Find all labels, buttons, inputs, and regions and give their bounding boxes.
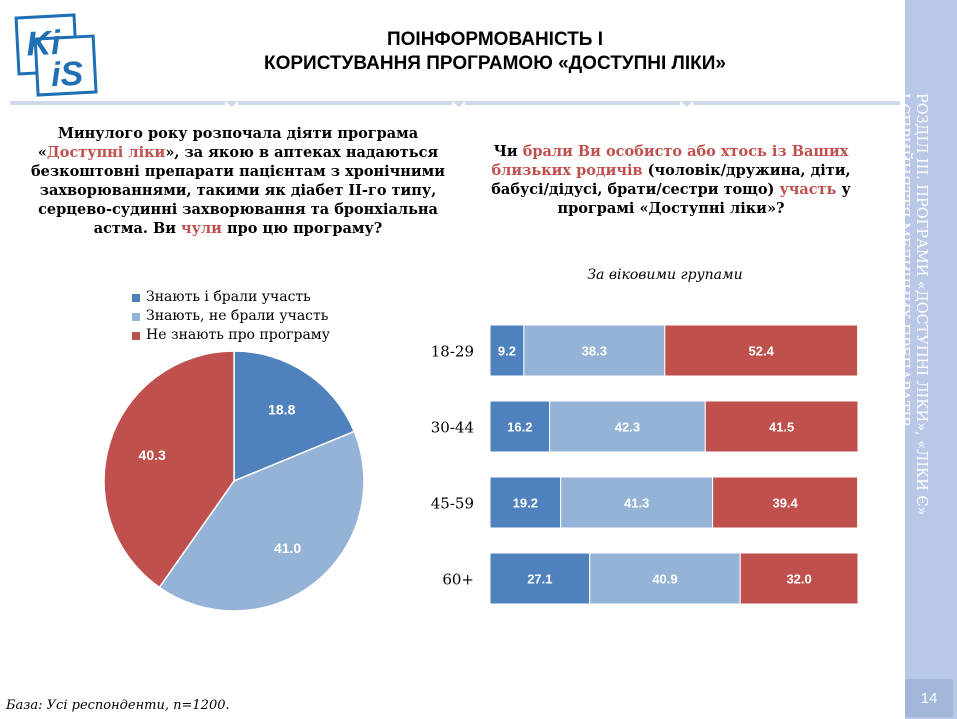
question-left-part3: », за якою в аптеках надаються безкоштов…	[31, 144, 445, 237]
page-number: 14	[905, 679, 953, 717]
bar-segment-label: 27.1	[527, 572, 552, 587]
bar-segment-label: 39.4	[772, 496, 798, 511]
bar-segment	[712, 476, 859, 529]
sidebar-title-line2: І СПРИЙНЯТТЯ МЕДИЧНИХ ПРЕПАРАТІВ	[895, 93, 911, 427]
bar-segment-label: 42.3	[615, 420, 640, 435]
pie-slice-label: 40.3	[139, 447, 166, 463]
bar-segment	[560, 476, 714, 529]
bar-segment	[489, 552, 591, 605]
pie-slice	[158, 430, 365, 612]
bar-segment-label: 40.9	[652, 572, 677, 587]
bar-segment	[664, 324, 859, 377]
legend-swatch-light-blue	[132, 312, 140, 321]
bar-segment-label: 32.0	[786, 572, 811, 587]
page-title: ПОІНФОРМОВАНІСТЬ І КОРИСТУВАННЯ ПРОГРАМО…	[140, 28, 850, 76]
question-right: Чи брали Ви особисто або хтось із Ваших …	[466, 142, 876, 218]
page-title-line1: ПОІНФОРМОВАНІСТЬ І	[386, 29, 604, 50]
legend-label-participated: Знають і брали участь	[146, 289, 311, 305]
charts-canvas: 18.8 41.0 40.3 18-29 9.2 38.3 52.4 30-44 16.2 42.…	[103, 324, 859, 612]
header-divider	[10, 101, 900, 107]
legend-label-unaware: Не знають про програму	[146, 327, 330, 343]
pie-slice-label: 18.8	[268, 402, 295, 418]
bar-segment	[739, 552, 859, 605]
legend-swatch-red	[132, 331, 140, 340]
bar-segment	[489, 400, 551, 453]
legend-label-not-participated: Знають, не брали участь	[146, 308, 329, 324]
bar-segment-label: 16.2	[507, 420, 532, 435]
question-right-part5: у програмі «Доступні ліки»?	[557, 181, 851, 217]
legend-item-not-participated: Знають, не брали участь	[132, 307, 330, 326]
bar-segment-label: 9.2	[498, 344, 516, 359]
pie-slice	[233, 350, 356, 483]
pie-slice-label: 41.0	[274, 540, 301, 556]
question-left-part5: про цю програму?	[221, 220, 383, 237]
legend-item-unaware: Не знають про програму	[132, 326, 330, 345]
question-right-part3: (чоловік/дружина, діти, бабусі/дідусі, б…	[491, 162, 851, 198]
bar-segment-label: 41.3	[624, 496, 649, 511]
bar-category-label: 45-59	[431, 495, 474, 513]
bar-segment	[489, 324, 525, 377]
legend-swatch-dark-blue	[132, 293, 140, 302]
bar-segment-label: 38.3	[582, 344, 607, 359]
question-right-highlight-who: брали Ви особисто або хтось із Ваших бли…	[491, 143, 849, 179]
bar-segment	[523, 324, 666, 377]
sidebar-title-line1: РОЗДІЛ ІІІ. ПРОГРАМИ «ДОСТУПНІ ЛІКИ», «Л…	[913, 93, 929, 516]
legend-item-participated: Знають і брали участь	[132, 288, 330, 307]
kiis-logo: Ki iS	[14, 13, 98, 97]
sidebar-section-title: РОЗДІЛ ІІІ. ПРОГРАМИ «ДОСТУПНІ ЛІКИ», «Л…	[894, 93, 930, 713]
logo-text-bottom: iS	[50, 55, 84, 95]
footer-base-note: База: Усі респонденти, n=1200.	[6, 698, 230, 713]
section-sidebar	[905, 0, 957, 719]
question-left-highlight-heard: чули	[181, 220, 222, 237]
bar-category-label: 60+	[442, 571, 474, 589]
question-right-highlight-participation: участь	[779, 181, 837, 198]
question-left-highlight-program: Доступні ліки	[46, 144, 166, 161]
bar-segment-label: 52.4	[749, 344, 775, 359]
page-title-line2: КОРИСТУВАННЯ ПРОГРАМОЮ «ДОСТУПНІ ЛІКИ»	[263, 53, 726, 74]
bar-segment	[704, 400, 859, 453]
chart-legend: Знають і брали участь Знають, не брали у…	[132, 288, 330, 345]
bar-category-label: 18-29	[431, 343, 474, 361]
pie-slice	[103, 350, 235, 589]
question-left-part1: Минулого року розпочала діяти програма «	[37, 125, 419, 161]
bar-segment	[589, 552, 741, 605]
bar-segment	[549, 400, 706, 453]
bar-segment-label: 19.2	[513, 496, 538, 511]
question-right-part1: Чи	[493, 143, 523, 160]
bar-chart-subtitle: За віковими групами	[587, 267, 743, 283]
bar-segment-label: 41.5	[769, 420, 794, 435]
logo-text-top: Ki	[25, 24, 62, 64]
bar-category-label: 30-44	[431, 419, 474, 437]
question-left: Минулого року розпочала діяти програма «…	[22, 124, 454, 238]
